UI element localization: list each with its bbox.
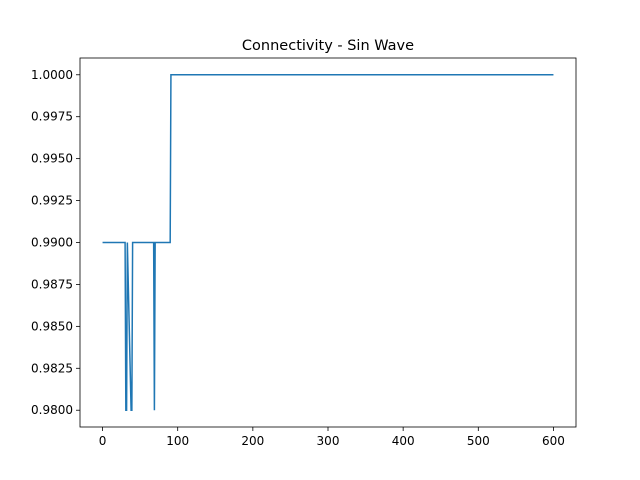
x-tick-label: 600	[542, 434, 565, 448]
x-tick-label: 200	[241, 434, 264, 448]
plot-area	[102, 74, 554, 411]
y-tick-label: 0.9875	[31, 277, 73, 291]
series-line	[102, 74, 554, 411]
chart-title: Connectivity - Sin Wave	[242, 38, 414, 54]
y-tick-label: 0.9850	[31, 319, 73, 333]
y-tick-label: 0.9975	[31, 110, 73, 124]
y-tick-label: 0.9825	[31, 361, 73, 375]
y-tick-label: 0.9925	[31, 194, 73, 208]
x-tick-label: 300	[317, 434, 340, 448]
y-tick-label: 1.0000	[31, 68, 73, 82]
y-tick-label: 0.9800	[31, 403, 73, 417]
x-axis: 0 100 200 300 400 500 600	[99, 427, 565, 448]
y-tick-label: 0.9900	[31, 236, 73, 250]
y-tick-label: 0.9950	[31, 152, 73, 166]
y-axis: 0.9800 0.9825 0.9850 0.9875 0.9900 0.9925 0.99…	[31, 68, 80, 417]
x-tick-label: 400	[392, 434, 415, 448]
x-tick-label: 500	[467, 434, 490, 448]
x-tick-label: 0	[99, 434, 107, 448]
axes-frame	[79, 57, 577, 428]
x-tick-label: 100	[166, 434, 189, 448]
